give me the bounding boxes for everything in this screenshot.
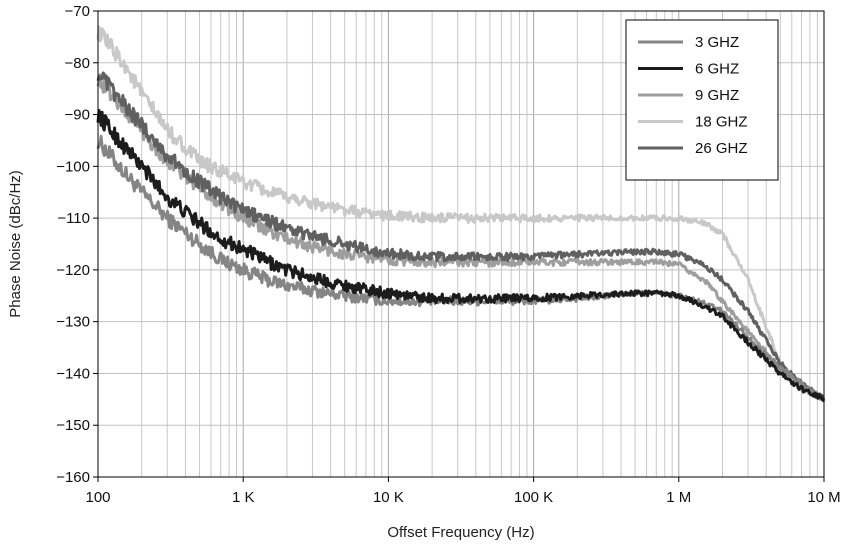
legend-box [625, 19, 779, 181]
legend-label: 3 GHZ [695, 34, 739, 51]
plot-frame [97, 10, 825, 478]
series-line-6-ghz [96, 108, 825, 402]
series-line-18-ghz [96, 25, 825, 401]
x-tick-label: 10 K [373, 489, 404, 506]
y-tick-label: −100 [56, 158, 90, 175]
y-tick-label: −130 [56, 314, 90, 331]
series-line-26-ghz [96, 71, 826, 401]
x-tick-label: 1 M [666, 489, 691, 506]
y-tick-label: −90 [65, 107, 90, 124]
x-axis-title: Offset Frequency (Hz) [387, 524, 534, 541]
x-tick-label: 10 M [807, 489, 840, 506]
legend-label: 6 GHZ [695, 61, 739, 78]
y-tick-label: −120 [56, 262, 90, 279]
ticks: 100 1 K 10 K 100 K 1 M 10 M −70 −80 −90 −100 −110 −… [56, 3, 840, 506]
y-axis-title: Phase Noise (dBc/Hz) [7, 170, 24, 318]
y-tick-label: −70 [65, 3, 90, 20]
legend-label: 18 GHZ [695, 114, 748, 131]
legend-label: 9 GHZ [695, 87, 739, 104]
y-tick-label: −110 [57, 210, 90, 227]
y-tick-label: −80 [65, 55, 90, 72]
y-tick-label: −140 [56, 365, 90, 382]
legend: 3 GHZ 6 GHZ 9 GHZ 18 GHZ 26 GHZ [625, 19, 779, 181]
x-tick-label: 100 [85, 489, 110, 506]
series-layer [96, 25, 826, 403]
legend-label: 26 GHZ [695, 140, 748, 157]
y-tick-label: −160 [56, 469, 90, 486]
x-tick-label: 100 K [514, 489, 553, 506]
series-line-3-ghz [96, 134, 826, 402]
x-tick-label: 1 K [232, 489, 255, 506]
y-tick-label: −150 [56, 417, 90, 434]
